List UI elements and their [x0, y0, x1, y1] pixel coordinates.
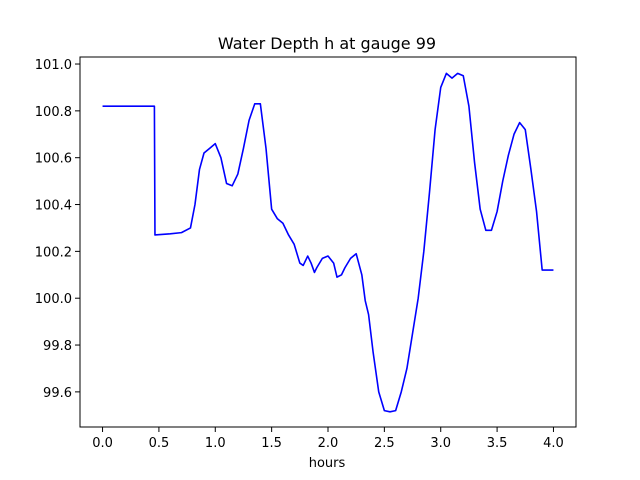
x-tick-label: 3.5 [487, 436, 508, 451]
x-tick-label: 1.5 [261, 436, 282, 451]
x-tick-label: 2.0 [318, 436, 339, 451]
x-tick-label: 0.0 [92, 436, 113, 451]
y-axis: 99.6 99.8 100.0 100.2 100.4 100.6 100.8 101.0 [35, 58, 80, 401]
x-tick-label: 2.5 [374, 436, 395, 451]
series-line [102, 72, 554, 413]
y-tick-label: 99.8 [43, 339, 72, 354]
y-tick-label: 100.6 [35, 152, 72, 167]
y-tick-label: 100.8 [35, 105, 72, 120]
x-axis: 0.0 0.5 1.0 1.5 2.0 2.5 3.0 3.5 4.0 [92, 427, 564, 451]
x-tick-label: 1.0 [205, 436, 226, 451]
y-tick-label: 101.0 [35, 58, 72, 73]
y-tick-label: 100.2 [35, 245, 72, 260]
chart-title: Water Depth h at gauge 99 [218, 34, 436, 53]
y-tick-label: 100.0 [35, 292, 72, 307]
x-tick-label: 4.0 [543, 436, 564, 451]
y-tick-label: 100.4 [35, 199, 72, 214]
x-tick-label: 3.0 [430, 436, 451, 451]
y-tick-label: 99.6 [43, 386, 72, 401]
series-layer [102, 72, 554, 413]
x-axis-label: hours [309, 456, 346, 471]
x-tick-label: 0.5 [149, 436, 170, 451]
